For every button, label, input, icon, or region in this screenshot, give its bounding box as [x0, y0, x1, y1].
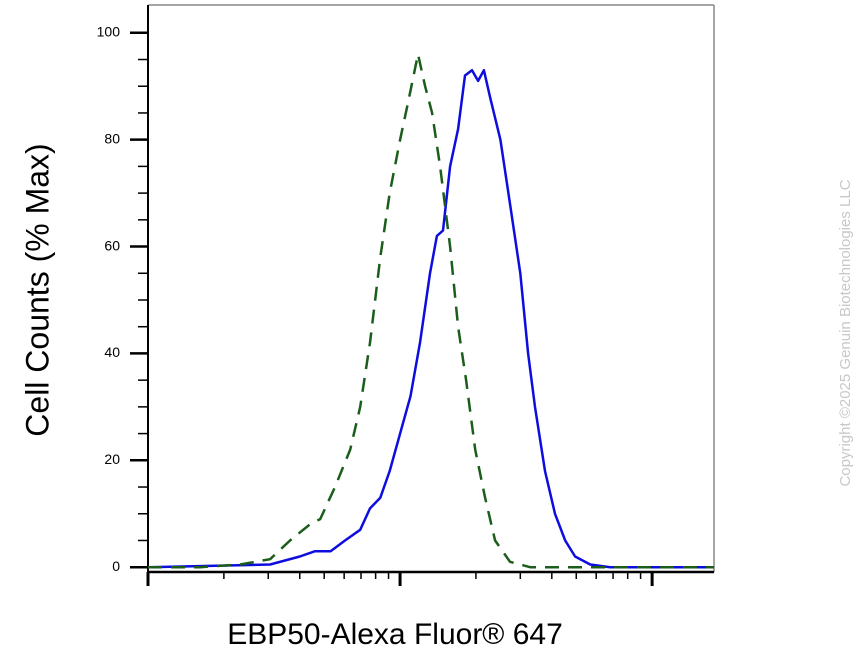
y-tick-label: 80 — [104, 130, 120, 146]
y-axis-label: Cell Counts (% Max) — [19, 143, 55, 436]
y-tick-label: 20 — [104, 451, 120, 467]
x-axis-label: EBP50-Alexa Fluor® 647 — [227, 618, 563, 651]
y-tick-label: 60 — [104, 237, 120, 253]
y-tick-label: 0 — [112, 558, 120, 574]
histogram-line — [147, 68, 714, 569]
y-tick-label: 100 — [97, 23, 121, 39]
copyright: Copyright ©2025 Genuin Biotechnologies L… — [837, 179, 854, 486]
histogram-line — [148, 52, 714, 569]
y-tick-label: 40 — [104, 344, 120, 360]
